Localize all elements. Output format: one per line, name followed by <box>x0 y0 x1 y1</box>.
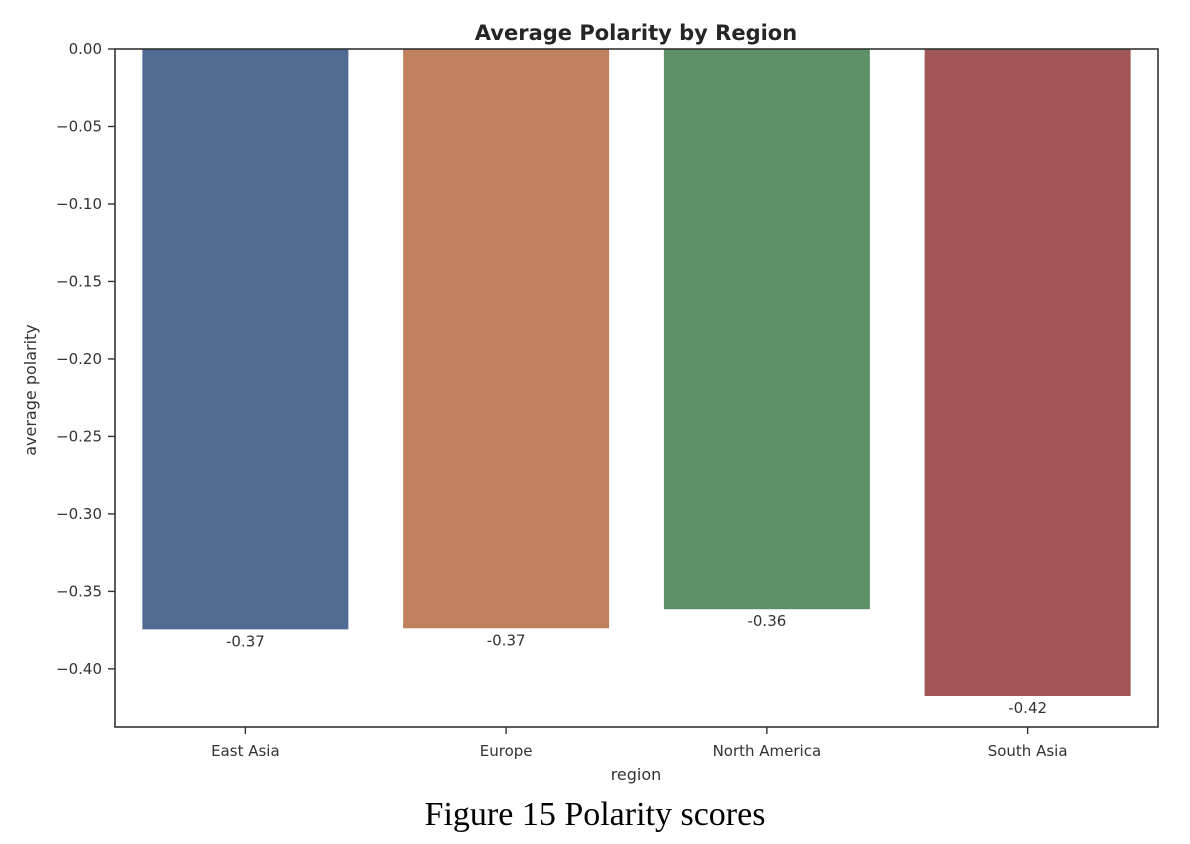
y-tick-label: −0.30 <box>56 505 102 523</box>
bar-east-asia <box>142 49 349 630</box>
y-tick-label: 0.00 <box>69 40 102 58</box>
y-tick-label: −0.10 <box>56 195 102 213</box>
x-tick-label: Europe <box>480 742 533 760</box>
plot-area: -0.37 -0.37 -0.36 -0.42 <box>114 48 1159 728</box>
x-axis: East Asia Europe North America South Asia <box>211 727 1068 760</box>
chart-title: Average Polarity by Region <box>475 21 797 45</box>
y-axis-title: average polarity <box>21 324 40 456</box>
y-tick-label: −0.20 <box>56 350 102 368</box>
y-tick-label: −0.35 <box>56 582 102 600</box>
y-tick-label: −0.15 <box>56 272 102 290</box>
bar-chart: Average Polarity by Region -0.37 -0.37-0.… <box>21 21 1159 784</box>
y-tick-label: −0.40 <box>56 660 102 678</box>
x-tick-label: North America <box>713 742 822 760</box>
plot-frame <box>114 48 1159 728</box>
bar-north-america <box>663 49 870 610</box>
x-tick-label: South Asia <box>988 742 1068 760</box>
bar-value-label: -0.37 <box>487 631 526 649</box>
bar-europe <box>403 49 610 629</box>
figure-caption: Figure 15 Polarity scores <box>424 796 766 833</box>
y-tick-label: −0.25 <box>56 427 102 445</box>
bar-south-asia <box>924 49 1131 697</box>
x-tick-label: East Asia <box>211 742 280 760</box>
x-axis-title: region <box>611 765 662 784</box>
y-axis: 0.00 −0.05 −0.10 −0.15 −0.20 −0.25 −0.30 −0.35 −… <box>56 40 115 678</box>
bar-value-label: -0.42 <box>1008 699 1047 717</box>
bar-value-label: -0.37 <box>226 632 265 650</box>
y-tick-label: −0.05 <box>56 117 102 135</box>
bar-value-label: -0.36 <box>747 612 786 630</box>
